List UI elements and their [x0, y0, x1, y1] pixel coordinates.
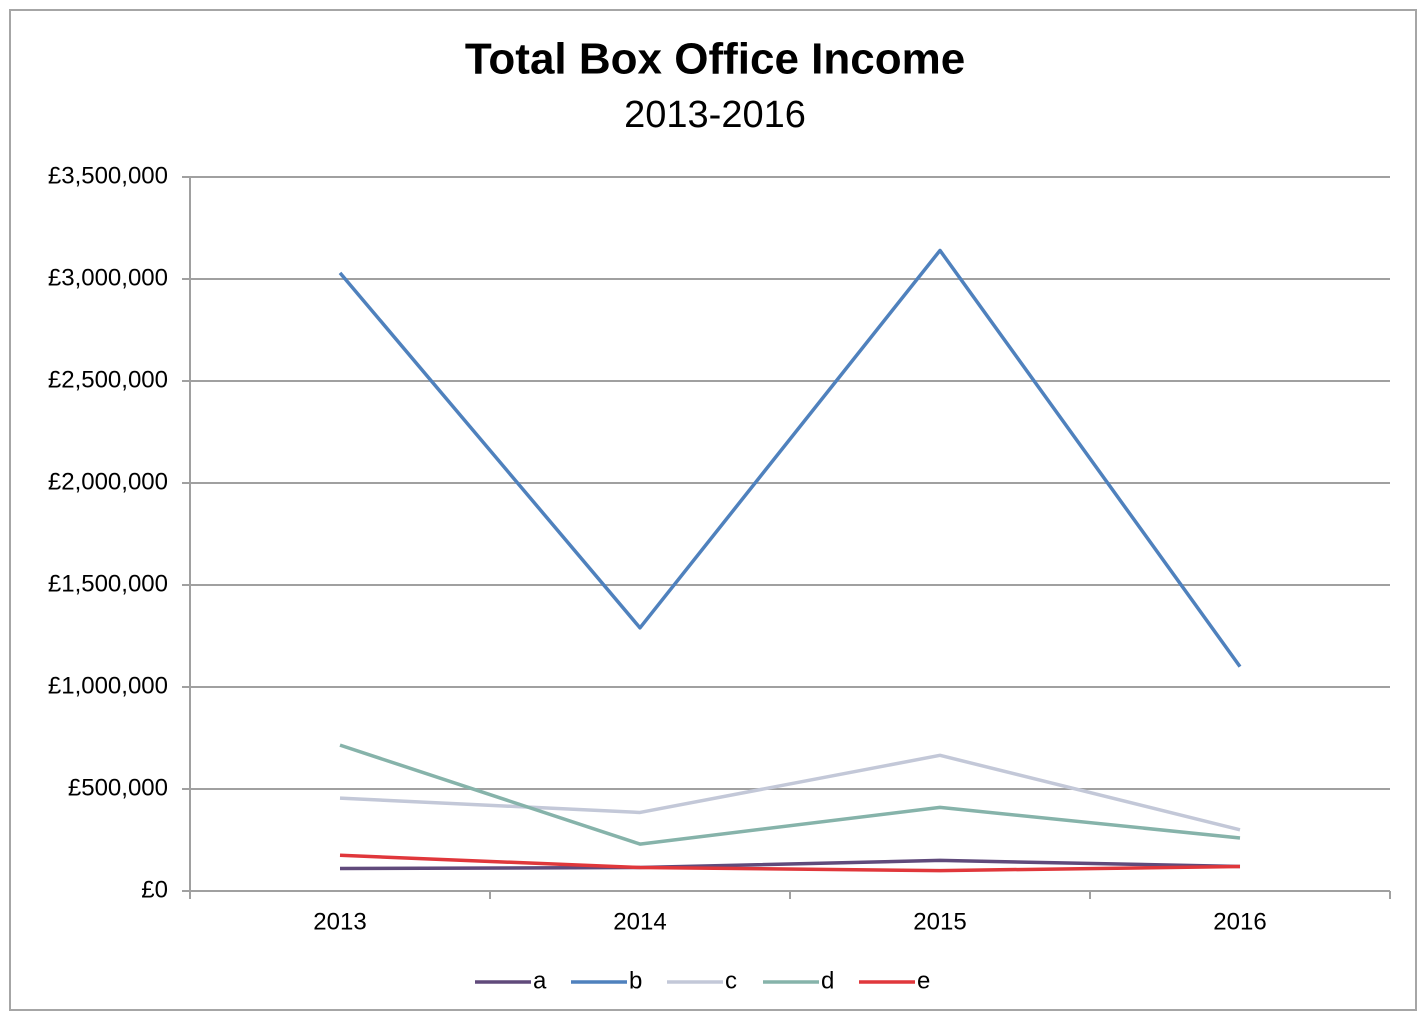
y-tick-label: £1,500,000 — [48, 570, 168, 597]
series-line — [338, 248, 1242, 668]
y-tick-label: £500,000 — [68, 774, 168, 801]
y-tick-label: £2,000,000 — [48, 468, 168, 495]
legend-label: e — [917, 967, 930, 994]
chart-subtitle: 2013-2016 — [624, 94, 806, 136]
y-tick-label: £2,500,000 — [48, 366, 168, 393]
legend-label: c — [725, 967, 737, 994]
legend-label: d — [821, 967, 834, 994]
y-tick-label: £3,000,000 — [48, 264, 168, 291]
x-tick-label: 2013 — [313, 908, 366, 935]
series-line — [339, 853, 1241, 873]
legend-label: b — [629, 967, 642, 994]
y-tick-label: £3,500,000 — [48, 162, 168, 189]
x-tick-label: 2015 — [913, 908, 966, 935]
x-tick-label: 2014 — [613, 908, 666, 935]
y-tick-label: £0 — [141, 876, 168, 903]
series-line — [339, 743, 1241, 846]
series-line — [339, 753, 1241, 832]
chart-frame — [9, 9, 1417, 1011]
chart-title: Total Box Office Income — [465, 35, 965, 84]
legend-label: a — [533, 967, 547, 994]
y-tick-label: £1,000,000 — [48, 672, 168, 699]
series-line — [339, 858, 1241, 871]
x-tick-label: 2016 — [1213, 908, 1266, 935]
